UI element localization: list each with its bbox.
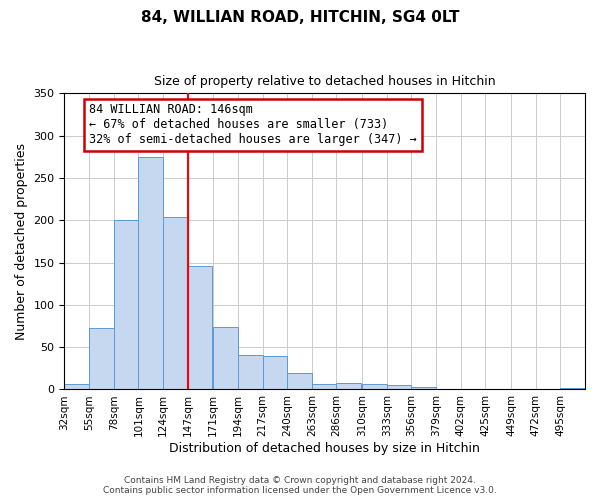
Bar xyxy=(387,385,412,390)
Bar xyxy=(560,388,585,390)
Bar xyxy=(163,217,188,390)
Bar xyxy=(213,327,238,390)
Y-axis label: Number of detached properties: Number of detached properties xyxy=(15,143,28,340)
Bar xyxy=(64,384,89,390)
Bar xyxy=(139,157,163,390)
Bar xyxy=(362,384,387,390)
Bar xyxy=(113,220,139,390)
Text: Contains HM Land Registry data © Crown copyright and database right 2024.
Contai: Contains HM Land Registry data © Crown c… xyxy=(103,476,497,495)
Text: 84 WILLIAN ROAD: 146sqm
← 67% of detached houses are smaller (733)
32% of semi-d: 84 WILLIAN ROAD: 146sqm ← 67% of detache… xyxy=(89,104,417,146)
Bar xyxy=(461,388,485,390)
Title: Size of property relative to detached houses in Hitchin: Size of property relative to detached ho… xyxy=(154,75,496,88)
Bar xyxy=(511,388,536,390)
X-axis label: Distribution of detached houses by size in Hitchin: Distribution of detached houses by size … xyxy=(169,442,480,455)
Bar xyxy=(188,266,212,390)
Bar xyxy=(436,388,461,390)
Bar xyxy=(263,356,287,390)
Bar xyxy=(412,387,436,390)
Bar xyxy=(337,382,361,390)
Bar xyxy=(312,384,337,390)
Bar xyxy=(89,328,113,390)
Bar xyxy=(287,372,312,390)
Text: 84, WILLIAN ROAD, HITCHIN, SG4 0LT: 84, WILLIAN ROAD, HITCHIN, SG4 0LT xyxy=(141,10,459,25)
Bar xyxy=(238,355,263,390)
